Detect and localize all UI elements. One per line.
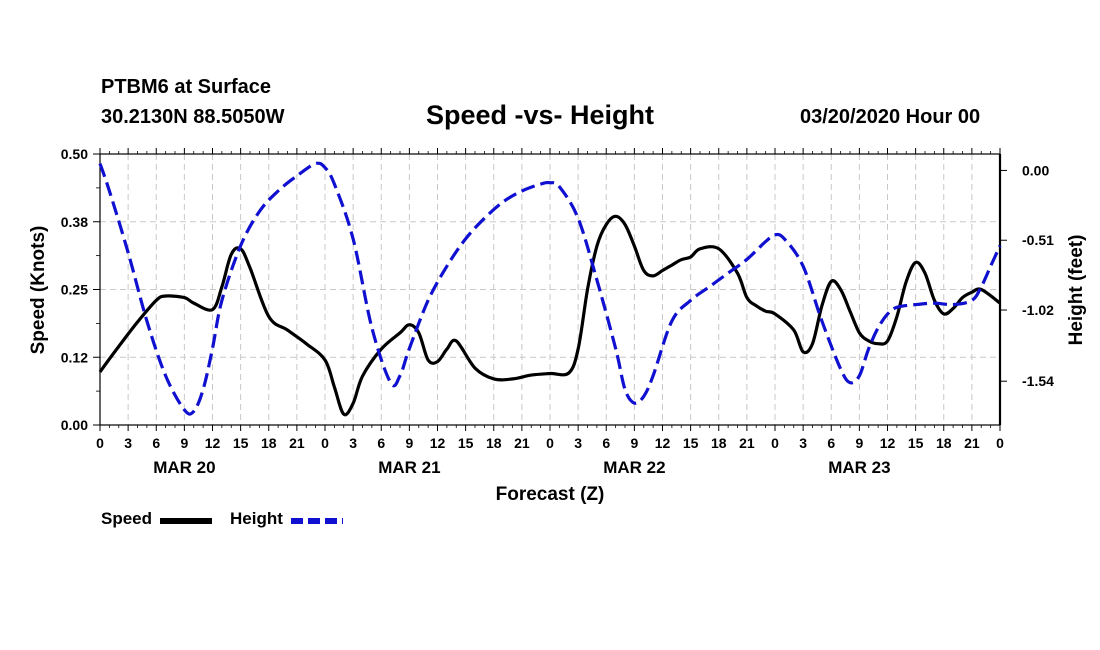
x-tick-label: 12 xyxy=(430,435,446,451)
x-tick-label: 6 xyxy=(827,435,835,451)
x-axis-label: Forecast (Z) xyxy=(496,484,605,505)
x-tick-label: 12 xyxy=(205,435,221,451)
x-tick-label: 6 xyxy=(377,435,385,451)
day-label: MAR 20 xyxy=(153,458,215,477)
day-label: MAR 23 xyxy=(828,458,890,477)
day-label: MAR 21 xyxy=(378,458,440,477)
station-title: PTBM6 at Surface xyxy=(101,76,272,98)
y-tick-label: 0.00 xyxy=(61,417,88,433)
x-tick-label: 6 xyxy=(152,435,160,451)
y2-tick-label: -1.54 xyxy=(1022,373,1054,389)
x-tick-label: 15 xyxy=(683,435,699,451)
speed-series-line xyxy=(98,214,1001,417)
x-tick-label: 18 xyxy=(711,435,727,451)
x-tick-label: 3 xyxy=(124,435,132,451)
x-tick-label: 9 xyxy=(630,435,638,451)
x-tick-label: 9 xyxy=(180,435,188,451)
y-tick-label: 0.50 xyxy=(61,146,88,162)
x-tick-label: 21 xyxy=(289,435,305,451)
x-tick-label: 15 xyxy=(908,435,924,451)
x-tick-label: 18 xyxy=(261,435,277,451)
day-label: MAR 22 xyxy=(603,458,665,477)
x-tick-label: 3 xyxy=(574,435,582,451)
station-coordinates: 30.2130N 88.5050W xyxy=(101,106,285,128)
x-tick-label: 0 xyxy=(771,435,779,451)
x-tick-label: 0 xyxy=(546,435,554,451)
y2-axis-label: Height (feet) xyxy=(1066,235,1087,346)
y-tick-label: 0.38 xyxy=(61,214,88,230)
height-series-line xyxy=(98,161,1002,416)
x-tick-label: 18 xyxy=(486,435,502,451)
x-tick-label: 0 xyxy=(321,435,329,451)
y2-tick-label: -1.02 xyxy=(1022,302,1054,318)
y2-tick-label: -0.51 xyxy=(1022,232,1054,248)
chart-title: Speed -vs- Height xyxy=(426,100,655,130)
x-tick-label: 21 xyxy=(514,435,530,451)
x-tick-label: 15 xyxy=(233,435,249,451)
x-tick-label: 12 xyxy=(880,435,896,451)
legend-height-swatch xyxy=(291,518,343,524)
x-tick-label: 9 xyxy=(855,435,863,451)
x-tick-label: 0 xyxy=(996,435,1004,451)
x-tick-label: 15 xyxy=(458,435,474,451)
grid xyxy=(100,154,1000,425)
legend-speed-swatch xyxy=(160,518,212,524)
x-tick-label: 12 xyxy=(655,435,671,451)
series-layer xyxy=(98,161,1002,417)
forecast-run-time: 03/20/2020 Hour 00 xyxy=(800,106,981,128)
x-tick-label: 0 xyxy=(96,435,104,451)
y-tick-label: 0.12 xyxy=(61,349,88,365)
legend-height-label: Height xyxy=(230,509,283,528)
x-tick-label: 21 xyxy=(739,435,755,451)
x-tick-label: 6 xyxy=(602,435,610,451)
x-tick-label: 3 xyxy=(349,435,357,451)
x-tick-label: 3 xyxy=(799,435,807,451)
y2-tick-label: 0.00 xyxy=(1022,162,1049,178)
legend-speed-label: Speed xyxy=(101,509,153,528)
x-tick-label: 21 xyxy=(964,435,980,451)
x-tick-label: 18 xyxy=(936,435,952,451)
x-tick-label: 9 xyxy=(405,435,413,451)
axes: 0 3 6 9 12 15 18 21 0 3 6 9 12 15 18 21 0 3 6 9 12 15 18 21 0 3 6 9… xyxy=(61,146,1054,477)
y-tick-label: 0.25 xyxy=(61,282,88,298)
y-axis-label: Speed (Knots) xyxy=(28,226,49,355)
